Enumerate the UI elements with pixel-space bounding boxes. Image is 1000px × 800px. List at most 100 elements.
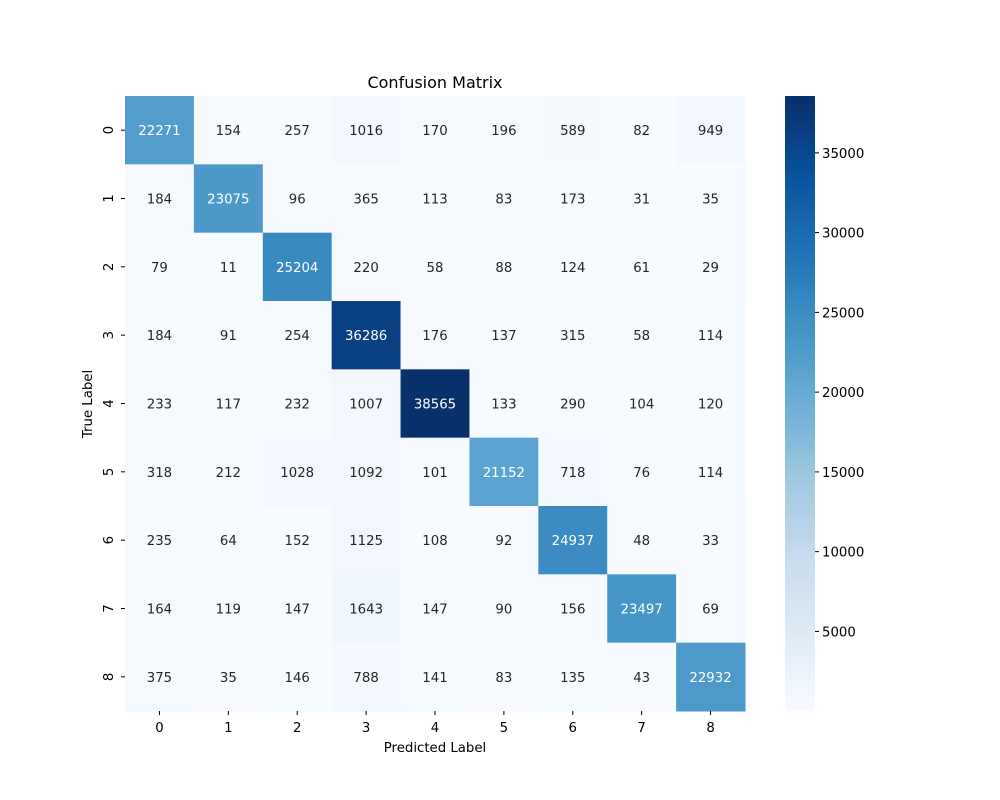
cell-value-label: 173 [560, 193, 585, 208]
y-axis-ticks: 0 1 2 3 4 5 6 7 8 [102, 126, 125, 681]
cell-value-label: 69 [702, 603, 719, 618]
cell-value-label: 114 [698, 329, 723, 344]
heatmap-cell [125, 232, 195, 302]
heatmap-cell [193, 301, 264, 370]
cell-value-label: 788 [353, 671, 378, 686]
colorbar-tick-label: 20000 [822, 386, 864, 401]
cell-value-label: 21152 [483, 466, 525, 481]
heatmap-cell [676, 232, 746, 302]
cell-value-label: 176 [422, 329, 447, 344]
heatmap-cell [400, 301, 470, 370]
cell-value-label: 1643 [349, 603, 383, 618]
heatmap-cells: 22271 154 257 1016 170 196 589 82 949 184 23075 96 3… [125, 96, 746, 712]
cell-value-label: 79 [151, 261, 168, 276]
cell-value-label: 23075 [207, 193, 249, 208]
cell-value-label: 718 [560, 466, 585, 481]
heatmap-cell [676, 642, 746, 712]
heatmap-cell [676, 574, 746, 644]
heatmap-cell [262, 642, 333, 712]
cell-value-label: 108 [422, 534, 447, 549]
heatmap-cell [538, 164, 608, 234]
heatmap-cell [193, 96, 264, 165]
cell-value-label: 82 [633, 124, 650, 139]
cell-value-label: 1125 [349, 534, 383, 549]
cell-value-label: 1092 [349, 466, 383, 481]
heatmap-cell [331, 232, 402, 302]
cell-value-label: 113 [422, 193, 447, 208]
y-tick-label: 1 [102, 194, 117, 202]
heatmap-cell [400, 437, 470, 507]
heatmap-cell [469, 369, 539, 439]
cell-value-label: 156 [560, 603, 585, 618]
cell-value-label: 36286 [345, 329, 387, 344]
heatmap-cell [125, 574, 195, 644]
cell-value-label: 96 [289, 193, 306, 208]
x-tick-label: 7 [637, 721, 645, 736]
cell-value-label: 212 [216, 466, 241, 481]
y-axis-label: True Label [81, 370, 96, 439]
heatmap-cell [193, 574, 264, 644]
heatmap-cell [331, 437, 402, 507]
heatmap-cell [331, 164, 402, 234]
x-axis-ticks: 0 1 2 3 4 5 6 7 8 [155, 711, 715, 736]
heatmap-cell [125, 164, 195, 234]
x-tick-label: 6 [569, 721, 577, 736]
heatmap-cell [400, 164, 470, 234]
cell-value-label: 220 [353, 261, 378, 276]
cell-value-label: 23497 [621, 603, 663, 618]
cell-value-label: 33 [702, 534, 719, 549]
x-tick-label: 3 [362, 721, 370, 736]
cell-value-label: 58 [427, 261, 444, 276]
cell-value-label: 11 [220, 261, 237, 276]
heatmap-cell [469, 164, 539, 234]
heatmap-cell [262, 437, 333, 507]
x-axis-label: Predicted Label [384, 741, 487, 756]
colorbar-tick-label: 35000 [822, 147, 864, 162]
cell-value-label: 124 [560, 261, 585, 276]
heatmap-cell [125, 437, 195, 507]
x-tick-label: 2 [293, 721, 301, 736]
cell-value-label: 43 [633, 671, 650, 686]
cell-value-label: 22271 [138, 124, 180, 139]
heatmap-cell [469, 574, 539, 644]
heatmap-cell [676, 369, 746, 439]
cell-value-label: 114 [698, 466, 723, 481]
cell-value-label: 254 [285, 329, 310, 344]
heatmap-cell [193, 506, 264, 575]
heatmap-cell [538, 642, 608, 712]
colorbar-tick-label: 15000 [822, 466, 864, 481]
cell-value-label: 83 [495, 671, 512, 686]
heatmap-cell [193, 232, 264, 302]
cell-value-label: 91 [220, 329, 237, 344]
cell-value-label: 58 [633, 329, 650, 344]
cell-value-label: 90 [495, 603, 512, 618]
cell-value-label: 61 [633, 261, 650, 276]
cell-value-label: 133 [491, 398, 516, 413]
y-tick-label: 3 [102, 331, 117, 339]
y-tick-label: 4 [102, 399, 117, 407]
heatmap-cell [331, 574, 402, 644]
cell-value-label: 101 [422, 466, 447, 481]
x-tick-label: 0 [155, 721, 163, 736]
cell-value-label: 233 [147, 398, 172, 413]
cell-value-label: 76 [633, 466, 650, 481]
heatmap-cell [607, 574, 677, 644]
x-tick-label: 1 [224, 721, 232, 736]
cell-value-label: 31 [633, 193, 650, 208]
cell-value-label: 152 [285, 534, 310, 549]
heatmap-cell [125, 301, 195, 370]
heatmap-cell [607, 232, 677, 302]
heatmap-cell [400, 642, 470, 712]
heatmap-cell [676, 506, 746, 575]
heatmap-cell [331, 301, 402, 370]
y-tick-label: 7 [102, 604, 117, 612]
colorbar-ticks: 5000 10000 15000 20000 25000 30000 35000 [815, 147, 864, 640]
heatmap-cell [538, 96, 608, 165]
heatmap-cell [607, 437, 677, 507]
heatmap-cell [538, 506, 608, 575]
colorbar-tick-label: 25000 [822, 306, 864, 321]
cell-value-label: 147 [422, 603, 447, 618]
heatmap-cell [125, 642, 195, 712]
heatmap-cell [607, 164, 677, 234]
